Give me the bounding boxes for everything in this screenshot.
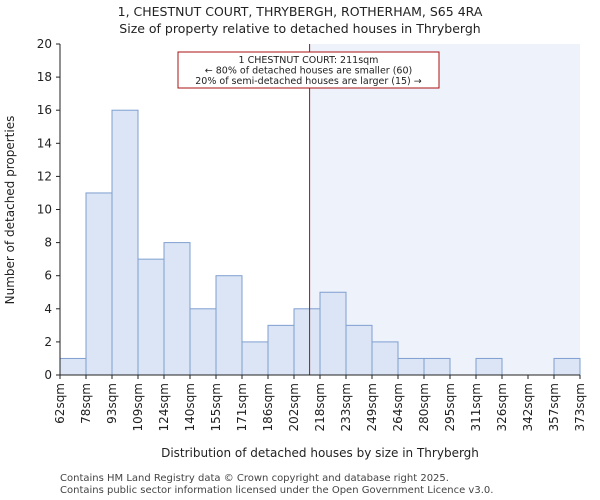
histogram-bar bbox=[59, 357, 87, 376]
histogram-bar bbox=[553, 357, 581, 376]
x-tick-label: 373sqm bbox=[573, 383, 587, 431]
x-tick-label: 155sqm bbox=[209, 383, 223, 431]
histogram-bar bbox=[189, 308, 217, 376]
x-tick-label: 62sqm bbox=[53, 383, 67, 424]
y-tick-label: 0 bbox=[44, 368, 52, 382]
y-tick-label: 18 bbox=[37, 70, 52, 84]
histogram-bar bbox=[371, 341, 399, 376]
x-tick-label: 311sqm bbox=[469, 383, 483, 431]
y-tick-label: 6 bbox=[44, 269, 52, 283]
x-tick-label: 218sqm bbox=[313, 383, 327, 431]
y-tick-label: 12 bbox=[37, 169, 52, 183]
y-tick-label: 10 bbox=[37, 203, 52, 217]
x-axis-label: Distribution of detached houses by size … bbox=[161, 446, 479, 460]
histogram-bar bbox=[163, 242, 191, 376]
annotation-title: 1 CHESTNUT COURT: 211sqm bbox=[239, 55, 379, 66]
x-tick-label: 295sqm bbox=[443, 383, 457, 431]
histogram-bar bbox=[85, 192, 113, 376]
histogram-bar bbox=[111, 109, 139, 376]
y-tick-label: 20 bbox=[37, 37, 52, 51]
footer-copyright: Contains HM Land Registry data © Crown c… bbox=[60, 473, 449, 484]
x-tick-label: 233sqm bbox=[339, 383, 353, 431]
x-tick-label: 342sqm bbox=[521, 383, 535, 431]
y-tick-label: 8 bbox=[44, 236, 52, 250]
x-tick-label: 249sqm bbox=[365, 383, 379, 431]
x-tick-label: 93sqm bbox=[105, 383, 119, 424]
x-tick-label: 280sqm bbox=[417, 383, 431, 431]
x-tick-label: 140sqm bbox=[183, 383, 197, 431]
x-tick-label: 186sqm bbox=[261, 383, 275, 431]
y-tick-label: 16 bbox=[37, 103, 52, 117]
y-axis-label: Number of detached properties bbox=[3, 116, 17, 305]
histogram-bar bbox=[293, 308, 321, 376]
y-tick-label: 14 bbox=[37, 136, 52, 150]
x-tick-label: 357sqm bbox=[547, 383, 561, 431]
chart-title: Size of property relative to detached ho… bbox=[119, 21, 481, 36]
x-tick-label: 264sqm bbox=[391, 383, 405, 431]
histogram-bar bbox=[423, 357, 451, 376]
annotation-smaller-text: ← 80% of detached houses are smaller (60… bbox=[205, 66, 412, 77]
histogram-bar bbox=[397, 357, 425, 376]
histogram-bar bbox=[137, 258, 165, 376]
y-tick-label: 4 bbox=[44, 302, 52, 316]
x-tick-label: 171sqm bbox=[235, 383, 249, 431]
histogram-bar bbox=[475, 357, 503, 376]
histogram-bar bbox=[215, 275, 243, 376]
x-tick-label: 109sqm bbox=[131, 383, 145, 431]
chart-title-address: 1, CHESTNUT COURT, THRYBERGH, ROTHERHAM,… bbox=[117, 4, 483, 19]
larger-region-shading bbox=[309, 44, 580, 375]
footer-licence: Contains public sector information licen… bbox=[60, 485, 494, 496]
annotation-box bbox=[177, 51, 440, 89]
y-tick-label: 2 bbox=[44, 335, 52, 349]
x-tick-label: 326sqm bbox=[495, 383, 509, 431]
histogram-bar bbox=[345, 324, 373, 376]
histogram-bar bbox=[267, 324, 295, 376]
x-tick-label: 78sqm bbox=[79, 383, 93, 424]
annotation-larger-text: 20% of semi-detached houses are larger (… bbox=[195, 76, 422, 87]
histogram-bar bbox=[319, 291, 347, 376]
x-tick-label: 124sqm bbox=[157, 383, 171, 431]
x-tick-label: 202sqm bbox=[287, 383, 301, 431]
histogram-bar bbox=[241, 341, 269, 376]
